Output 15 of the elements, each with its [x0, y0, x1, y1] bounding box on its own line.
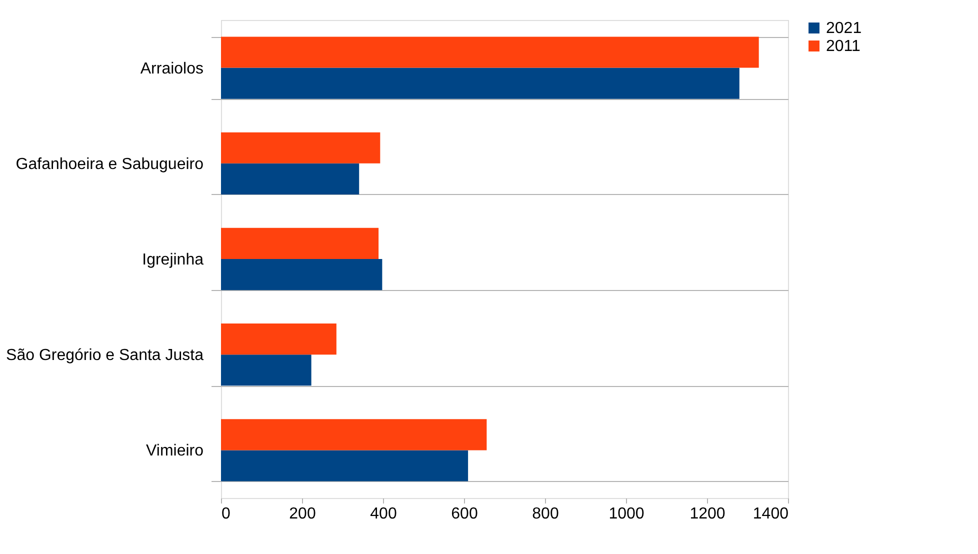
x-tick-label: 200	[289, 506, 316, 522]
x-tick-label: 1000	[608, 506, 644, 522]
y-tick-label: Igrejinha	[142, 252, 204, 268]
y-tick-label: Gafanhoeira e Sabugueiro	[16, 156, 204, 173]
y-tick-label: São Gregório e Santa Justa	[6, 347, 204, 364]
x-tick-label: 800	[532, 506, 559, 522]
x-tick-label: 1200	[690, 506, 726, 522]
x-tick-label: 400	[370, 506, 397, 522]
x-tick-label: 0	[222, 506, 230, 522]
y-tick-label: Arraiolos	[140, 60, 204, 78]
y-tick-label: Vimieiro	[146, 442, 204, 460]
x-tick-label: 1400	[752, 506, 789, 522]
x-tick-label: 600	[451, 506, 478, 522]
legend-label: 2021	[826, 20, 862, 37]
legend-label: 2011	[826, 38, 861, 55]
